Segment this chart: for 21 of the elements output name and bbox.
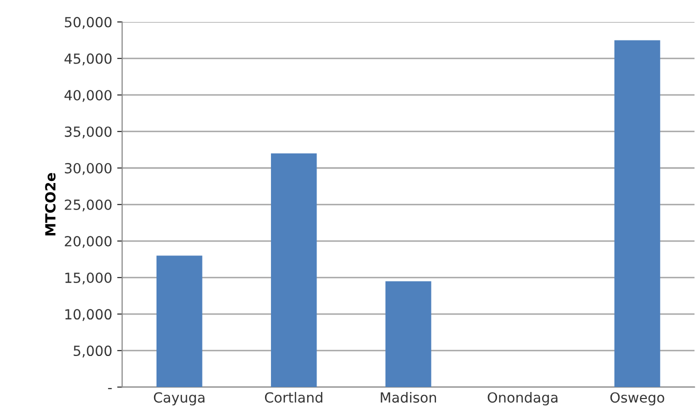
- y-tick-label: 50,000: [64, 16, 112, 29]
- bar: [156, 256, 202, 388]
- y-tick-label: 25,000: [64, 199, 112, 212]
- bar: [385, 281, 432, 388]
- y-tick-label: 35,000: [64, 126, 112, 138]
- y-tick-label: 40,000: [64, 90, 112, 102]
- x-tick-label: Cortland: [264, 392, 322, 403]
- x-tick-label: Oswego: [610, 392, 664, 406]
- bar: [270, 153, 317, 388]
- y-tick-label: 5,000: [74, 346, 112, 358]
- y-tick-label: 45,000: [64, 53, 112, 66]
- y-tick-label: -: [108, 388, 112, 390]
- y-tick-label: 20,000: [64, 236, 112, 248]
- y-tick-label: 10,000: [65, 309, 112, 321]
- y-tick-label: 30,000: [64, 162, 112, 175]
- x-tick-label: Cayuga: [154, 392, 204, 406]
- y-axis-title: MTCO2e: [45, 173, 56, 236]
- y-tick-label: 15,000: [65, 272, 112, 284]
- x-tick-label: Madison: [380, 392, 436, 403]
- x-tick-label: Onondaga: [488, 392, 558, 406]
- bar: [614, 40, 660, 388]
